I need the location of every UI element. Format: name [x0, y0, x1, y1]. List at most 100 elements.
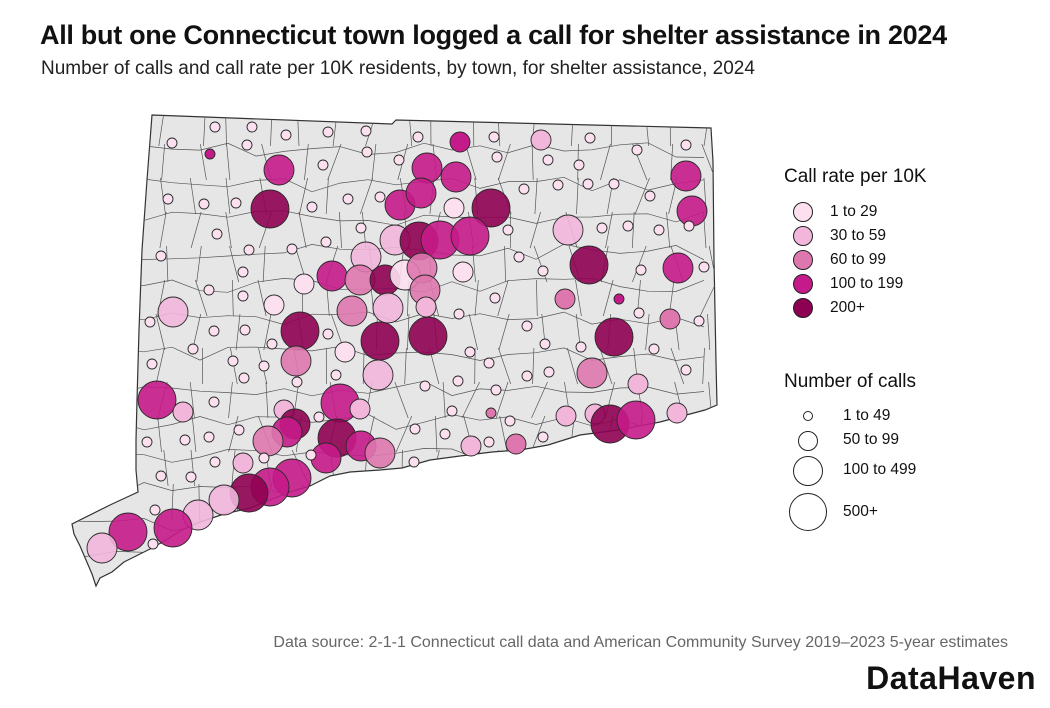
- town-bubble: [644, 190, 656, 202]
- town-boundary-line: [504, 517, 507, 555]
- town-bubble: [317, 159, 329, 171]
- town-boundary-line: [407, 313, 410, 351]
- town-boundary-line: [677, 517, 680, 555]
- town-boundary-line: [225, 517, 234, 555]
- town-bubble: [666, 402, 688, 424]
- town-bubble: [521, 370, 533, 382]
- town-boundary-line: [605, 211, 613, 249]
- town-bubble: [453, 308, 465, 320]
- town-bubble: [137, 380, 177, 420]
- town-bubble: [157, 296, 189, 328]
- town-bubble: [443, 197, 465, 219]
- town-bubble: [483, 436, 495, 448]
- town-boundary-line: [231, 449, 236, 487]
- town-boundary-line: [359, 517, 378, 555]
- town-boundary-line: [295, 551, 306, 586]
- town-bubble: [360, 321, 400, 361]
- town-boundary-line: [155, 347, 165, 385]
- town-bubble: [575, 341, 587, 353]
- town-boundary-line: [189, 381, 195, 419]
- chart-title: All but one Connecticut town logged a ca…: [40, 20, 947, 50]
- town-boundary-line: [498, 143, 511, 181]
- town-boundary-line: [396, 483, 402, 521]
- town-bubble: [320, 236, 332, 248]
- town-bubble: [452, 375, 464, 387]
- town-boundary-line: [437, 483, 445, 521]
- town-boundary-line: [295, 517, 310, 555]
- town-boundary-line: [199, 143, 207, 181]
- town-boundary-line: [359, 177, 374, 215]
- town-bubble: [349, 398, 371, 420]
- datahaven-logo: DataHaven: [866, 660, 1036, 696]
- town-bubble: [530, 129, 552, 151]
- town-boundary-line: [575, 551, 578, 586]
- rate-label-2: 30 to 59: [830, 227, 887, 244]
- town-bubble: [659, 308, 681, 330]
- town-boundary-line: [498, 313, 510, 351]
- town-bubble: [208, 325, 220, 337]
- town-boundary-line: [640, 483, 647, 521]
- town-boundary-line: [170, 551, 175, 586]
- town-bubble: [502, 224, 514, 236]
- town-boundary-line: [434, 415, 438, 453]
- size-label-3: 100 to 499: [843, 461, 917, 478]
- town-bubble: [554, 288, 576, 310]
- town-bubble: [596, 222, 608, 234]
- town-boundary-line: [666, 211, 671, 249]
- town-bubble: [322, 328, 334, 340]
- town-boundary-line: [365, 483, 377, 521]
- town-bubble: [227, 355, 239, 367]
- town-bubble: [204, 148, 216, 160]
- town-bubble: [305, 449, 317, 461]
- town-boundary-line: [195, 279, 208, 317]
- town-boundary-line: [462, 483, 468, 521]
- town-bubble: [648, 343, 660, 355]
- town-boundary-line: [645, 313, 650, 351]
- town-boundary-line: [468, 313, 479, 351]
- town-bubble: [622, 220, 634, 232]
- town-bubble: [485, 407, 497, 419]
- town-bubble: [237, 266, 249, 278]
- town-boundary-line: [641, 551, 645, 586]
- town-boundary-line: [226, 143, 231, 181]
- town-bubble: [237, 290, 249, 302]
- town-boundary-line: [540, 483, 542, 521]
- town-bubble: [250, 189, 290, 229]
- town-bubble: [662, 252, 694, 284]
- town-bubble: [393, 154, 405, 166]
- town-bubble: [146, 358, 158, 370]
- town-bubble: [243, 244, 255, 256]
- town-bubble: [505, 433, 527, 455]
- rate-label-3: 60 to 99: [830, 251, 887, 268]
- town-bubble: [322, 126, 334, 138]
- town-boundary-line: [298, 211, 307, 249]
- town-boundary-line: [261, 551, 276, 586]
- size-label-4: 500+: [843, 503, 878, 520]
- town-boundary-line: [395, 415, 413, 453]
- town-bubble: [518, 183, 530, 195]
- town-bubble: [635, 264, 647, 276]
- town-bubble: [483, 357, 495, 369]
- town-bubble: [491, 151, 503, 163]
- town-boundary-line: [504, 245, 506, 283]
- town-boundary-line: [157, 415, 162, 453]
- town-bubble: [252, 425, 284, 457]
- town-bubble: [336, 295, 368, 327]
- town-bubble: [569, 245, 609, 285]
- town-bubble: [449, 131, 471, 153]
- town-bubble: [409, 423, 421, 435]
- town-bubble: [239, 324, 251, 336]
- town-boundary-line: [600, 483, 607, 521]
- town-bubble: [683, 220, 695, 232]
- town-bubble: [291, 376, 303, 388]
- rate-swatch-2: [793, 226, 813, 246]
- town-bubble: [670, 160, 702, 192]
- size-label-2: 50 to 99: [843, 431, 900, 448]
- town-boundary-line: [599, 347, 613, 385]
- town-boundary-line: [703, 415, 710, 453]
- town-boundary-line: [666, 483, 683, 521]
- town-bubble: [613, 293, 625, 305]
- town-bubble: [187, 343, 199, 355]
- town-bubble: [488, 131, 500, 143]
